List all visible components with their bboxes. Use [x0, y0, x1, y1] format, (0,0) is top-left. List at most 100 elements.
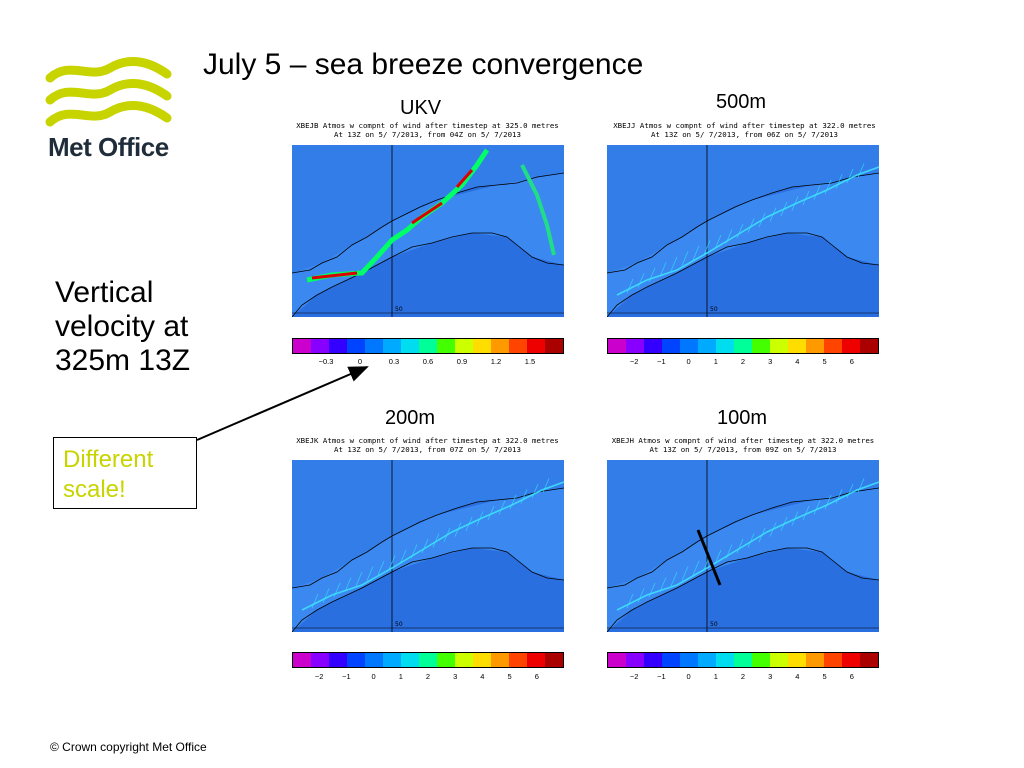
colorbar-tick-label: −0.3	[318, 357, 334, 366]
colorbar-tick-label: −2	[629, 357, 639, 366]
colorbar-swatch	[455, 653, 473, 667]
colorbar-swatch	[770, 339, 788, 353]
colorbar-swatch	[473, 653, 491, 667]
colorbar-500m	[607, 338, 879, 354]
colorbar-200m	[292, 652, 564, 668]
colorbar-swatch	[788, 653, 806, 667]
note-text: Different scale!	[63, 445, 153, 505]
header-line-2: At 13Z on 5/ 7/2013, from 04Z on 5/ 7/20…	[334, 130, 521, 139]
colorbar-swatch	[545, 653, 563, 667]
colorbar-swatch	[293, 653, 311, 667]
colorbar-swatch	[527, 653, 545, 667]
colorbar-swatch	[383, 339, 401, 353]
colorbar-swatch	[365, 653, 383, 667]
colorbar-tick-label: 5	[507, 672, 512, 681]
colorbar-swatch	[716, 653, 734, 667]
colorbar-tick-label: 2	[425, 672, 431, 681]
colorbar-swatch	[698, 653, 716, 667]
map-grid-label: 50	[395, 306, 403, 313]
colorbar-swatch	[329, 339, 347, 353]
map-svg: 50	[607, 460, 879, 632]
colorbar-swatch	[293, 339, 311, 353]
colorbar-swatch	[734, 653, 752, 667]
colorbar-tick-label: 5	[822, 357, 827, 366]
colorbar-ticks-200m: −2 −1 0 1 2 3 4 5 6	[292, 672, 564, 684]
colorbar-swatch	[491, 653, 509, 667]
panel-label-500m: 500m	[716, 91, 767, 113]
panel-header-100m: XBEJH Atmos w compnt of wind after times…	[600, 436, 886, 454]
met-office-logo-waves	[45, 57, 172, 127]
colorbar-tick-label: 1	[398, 672, 403, 681]
colorbar-tick-label: 0	[686, 672, 691, 681]
panel-header-200m: XBEJK Atmos w compnt of wind after times…	[286, 436, 569, 454]
colorbar-tick-label: 3	[768, 357, 773, 366]
colorbar-swatch	[860, 653, 878, 667]
map-grid-label: 50	[710, 621, 718, 628]
colorbar-tick-label: 1	[713, 672, 718, 681]
colorbar-swatch	[365, 339, 383, 353]
colorbar-tick-label: 0	[371, 672, 376, 681]
colorbar-tick-label: 0.9	[456, 357, 468, 366]
colorbar-swatch	[509, 339, 527, 353]
colorbar-swatch	[608, 339, 626, 353]
colorbar-tick-label: −1	[342, 672, 351, 681]
map-100m: 50	[607, 460, 879, 632]
panel-header-500m: XBEJJ Atmos w compnt of wind after times…	[603, 121, 886, 139]
colorbar-tick-label: 3	[453, 672, 458, 681]
colorbar-swatch	[311, 653, 329, 667]
colorbar-tick-label: 3	[768, 672, 773, 681]
colorbar-swatch	[401, 339, 419, 353]
header-line-1: XBEJH Atmos w compnt of wind after times…	[611, 436, 875, 445]
colorbar-swatch	[473, 339, 491, 353]
side-caption: Vertical velocity at 325m 13Z	[55, 276, 190, 378]
colorbar-tick-label: 0.3	[388, 357, 400, 366]
colorbar-tick-label: 2	[740, 672, 746, 681]
colorbar-swatch	[734, 339, 752, 353]
colorbar-swatch	[527, 339, 545, 353]
header-line-2: At 13Z on 5/ 7/2013, from 07Z on 5/ 7/20…	[334, 445, 521, 454]
colorbar-swatch	[752, 653, 770, 667]
colorbar-tick-label: 4	[795, 672, 800, 681]
note-box	[53, 437, 197, 509]
colorbar-tick-label: −1	[657, 357, 666, 366]
map-200m: 50	[292, 460, 564, 632]
panel-label-200m: 200m	[385, 407, 436, 429]
colorbar-swatch	[662, 339, 680, 353]
colorbar-tick-label: 5	[822, 672, 827, 681]
side-caption-line-2: velocity at	[55, 310, 189, 343]
colorbar-swatch	[509, 653, 527, 667]
colorbar-ticks-100m: −2 −1 0 1 2 3 4 5 6	[607, 672, 879, 684]
colorbar-swatch	[311, 339, 329, 353]
colorbar-swatch	[419, 653, 437, 667]
colorbar-ticks-500m: −2 −1 0 1 2 3 4 5 6	[607, 357, 879, 369]
colorbar-swatch	[545, 339, 563, 353]
colorbar-tick-label: −1	[657, 672, 666, 681]
colorbar-ukv	[292, 338, 564, 354]
logo-text: Met Office	[48, 132, 169, 162]
colorbar-tick-label: 1.5	[524, 357, 536, 366]
colorbar-swatch	[698, 339, 716, 353]
colorbar-swatch	[752, 339, 770, 353]
colorbar-swatch	[662, 653, 680, 667]
page-title: July 5 – sea breeze convergence	[203, 48, 644, 81]
colorbar-tick-label: 1.2	[490, 357, 502, 366]
colorbar-swatch	[680, 339, 698, 353]
colorbar-swatch	[770, 653, 788, 667]
colorbar-tick-label: 0	[357, 357, 363, 366]
map-grid-label: 50	[710, 306, 718, 313]
colorbar-swatch	[824, 339, 842, 353]
header-line-2: At 13Z on 5/ 7/2013, from 09Z on 5/ 7/20…	[649, 445, 837, 454]
colorbar-tick-label: −2	[629, 672, 639, 681]
colorbar-swatch	[491, 339, 509, 353]
colorbar-swatch	[437, 653, 455, 667]
header-line-2: At 13Z on 5/ 7/2013, from 06Z on 5/ 7/20…	[651, 130, 838, 139]
panel-header-ukv: XBEJB Atmos w compnt of wind after times…	[290, 121, 565, 139]
map-svg: 50	[607, 145, 879, 317]
pointer-arrow	[196, 366, 369, 441]
colorbar-swatch	[419, 339, 437, 353]
header-line-1: XBEJJ Atmos w compnt of wind after times…	[613, 121, 876, 130]
colorbar-swatch	[347, 339, 365, 353]
colorbar-tick-label: 0	[686, 357, 691, 366]
colorbar-swatch	[401, 653, 419, 667]
colorbar-tick-label: 6	[534, 672, 539, 681]
